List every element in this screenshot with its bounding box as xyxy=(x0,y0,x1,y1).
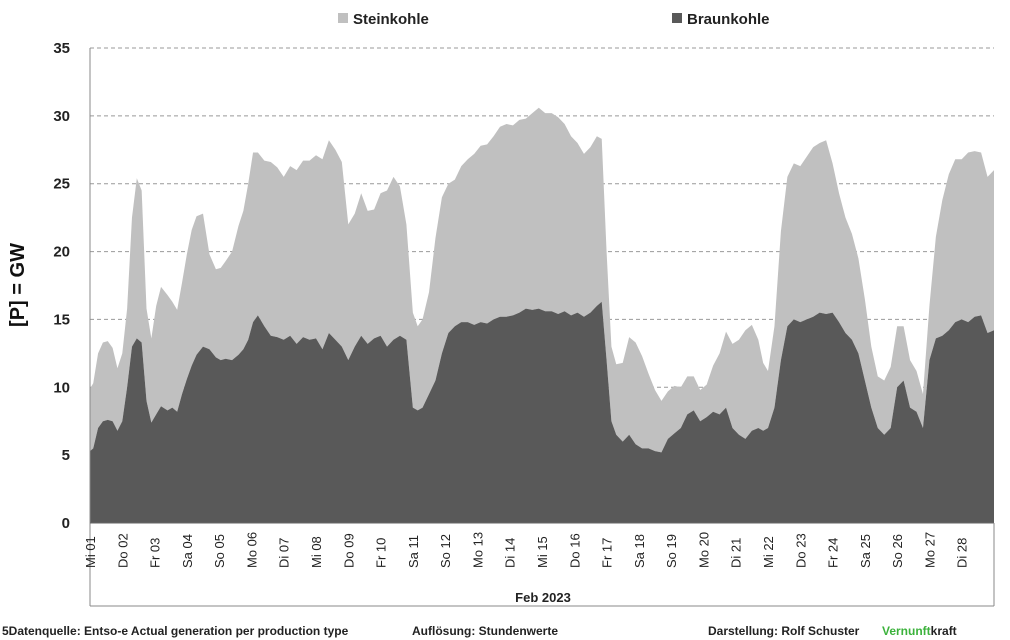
y-tick-label: 10 xyxy=(53,379,70,396)
x-tick-label: Sa 18 xyxy=(632,534,647,568)
legend-swatch xyxy=(672,13,682,23)
x-tick-label: Sa 11 xyxy=(406,535,421,568)
footer-brand: Vernunftkraft xyxy=(882,624,957,638)
y-tick-label: 0 xyxy=(62,515,70,532)
legend-label: Steinkohle xyxy=(353,11,429,28)
axes xyxy=(89,48,995,607)
x-tick-label: Mo 27 xyxy=(922,532,937,568)
x-tick-label: Di 21 xyxy=(729,538,744,568)
x-tick-label: So 19 xyxy=(664,534,679,568)
y-tick-label: 30 xyxy=(53,108,70,125)
x-tick-label: So 12 xyxy=(438,534,453,568)
x-tick-label: Di 14 xyxy=(503,538,518,568)
x-tick-label: Mi 01 xyxy=(83,536,98,568)
y-tick-label: 25 xyxy=(53,176,70,193)
x-tick-label: Mo 20 xyxy=(696,532,711,568)
x-tick-label: Sa 04 xyxy=(180,534,195,568)
x-tick-label: Mi 22 xyxy=(761,536,776,568)
x-tick-label: Fr 24 xyxy=(826,538,841,568)
x-tick-label: Mo 13 xyxy=(470,532,485,568)
legend-swatch xyxy=(338,13,348,23)
y-tick-labels: 0 5 10 15 20 25 30 35 xyxy=(53,40,70,532)
x-tick-label: Do 16 xyxy=(567,533,582,568)
legend: Steinkohle Braunkohle xyxy=(338,11,770,28)
x-tick-label: Di 07 xyxy=(277,538,292,568)
area-series xyxy=(90,107,994,523)
brand-rest-text: kraft xyxy=(930,624,957,638)
x-tick-label: Fr 10 xyxy=(374,538,389,568)
series-steinkohle-area xyxy=(90,107,994,453)
x-tick-label: Sa 25 xyxy=(858,534,873,568)
x-tick-label: Do 02 xyxy=(115,533,130,568)
footer-resolution: Auflösung: Stundenwerte xyxy=(412,624,558,638)
x-tick-label: Mi 15 xyxy=(535,536,550,568)
x-tick-label: Do 09 xyxy=(341,533,356,568)
x-tick-label: Di 28 xyxy=(955,538,970,568)
x-tick-label: Mi 08 xyxy=(309,536,324,568)
x-tick-label: Fr 03 xyxy=(148,538,163,568)
x-tick-label: So 26 xyxy=(890,534,905,568)
x-tick-labels: Mi 01 Do 02 Fr 03 Sa 04 So 05 Mo 06 Di 07 Mi 08… xyxy=(83,532,970,568)
brand-green-text: Vernunft xyxy=(882,624,931,638)
y-axis-label: [P] = GW xyxy=(7,243,29,327)
x-tick-label: So 05 xyxy=(212,534,227,568)
x-tick-label: Fr 17 xyxy=(600,538,615,568)
y-tick-label: 15 xyxy=(53,311,70,328)
footer-credit: Darstellung: Rolf Schuster xyxy=(708,624,860,638)
x-tick-label: Mo 06 xyxy=(244,532,259,568)
y-tick-label: 35 xyxy=(53,40,70,57)
y-tick-label: 5 xyxy=(62,447,70,464)
footer-source: 5Datenquelle: Entso-e Actual generation … xyxy=(2,624,349,638)
x-axis-label: Feb 2023 xyxy=(515,590,571,605)
legend-label: Braunkohle xyxy=(687,11,770,28)
y-tick-label: 20 xyxy=(53,244,70,261)
x-tick-label: Do 23 xyxy=(793,533,808,568)
series-braunkohle-area xyxy=(90,301,994,523)
